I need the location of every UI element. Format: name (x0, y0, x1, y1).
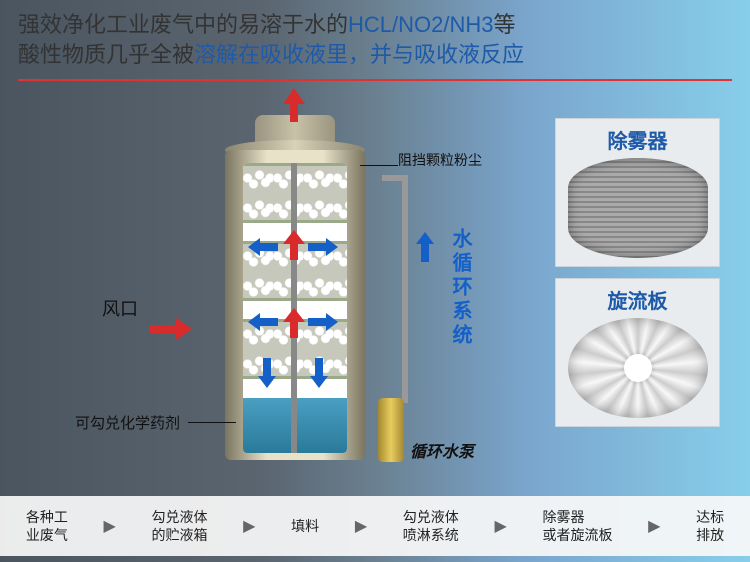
swirl-panel: 旋流板 (555, 278, 720, 427)
arrow-left-blue-icon (248, 313, 278, 331)
header-l1-post: 等 (494, 12, 516, 37)
header-l1-blue: HCL/NO2/NH3 (348, 12, 493, 37)
pump-label: 循环水泵 (410, 438, 474, 462)
flow-step: 勾兑液体 的贮液箱 (151, 508, 207, 544)
process-flow: 各种工 业废气 ▶ 勾兑液体 的贮液箱 ▶ 填料 ▶ 勾兑液体 喷淋系统 ▶ 除… (0, 496, 750, 556)
riser-pipe (402, 175, 408, 403)
arrow-right-blue-icon (308, 313, 338, 331)
red-divider (18, 79, 732, 81)
demister-panel: 除雾器 (555, 118, 720, 267)
arrow-up-red-icon (283, 88, 305, 122)
demister-image (568, 158, 708, 258)
demister-title: 除雾器 (556, 119, 719, 158)
arrow-up-red-icon (283, 230, 305, 260)
swirl-image (568, 318, 708, 418)
flow-arrow-icon: ▶ (648, 516, 660, 536)
flow-arrow-icon: ▶ (494, 516, 506, 536)
header-l2-blue: 溶解在吸收液里，并与吸收液反应 (194, 42, 524, 67)
swirl-title: 旋流板 (556, 279, 719, 318)
chemical-label: 可勾兑化学药剂 (75, 412, 180, 433)
circulation-pump (378, 398, 404, 462)
scrubber-tower (205, 115, 385, 475)
arrow-right-blue-icon (308, 238, 338, 256)
flow-step: 各种工 业废气 (26, 508, 68, 544)
header-l2-pre: 酸性物质几乎全被 (18, 42, 194, 67)
arrow-up-red-icon (283, 308, 305, 338)
flow-arrow-icon: ▶ (355, 516, 367, 536)
callout-line (360, 165, 398, 166)
flow-arrow-icon: ▶ (243, 516, 255, 536)
header-text: 强效净化工业废气中的易溶于水的HCL/NO2/NH3等 酸性物质几乎全被溶解在吸… (0, 0, 750, 75)
air-inlet-label: 风口 (102, 295, 138, 321)
arrow-down-blue-icon (310, 358, 328, 388)
arrow-up-blue-icon (416, 232, 434, 262)
header-l1-pre: 强效净化工业废气中的易溶于水的 (18, 12, 348, 37)
arrow-down-blue-icon (258, 358, 276, 388)
water-cycle-label: 水循环系统 (446, 228, 475, 348)
arrow-right-red-icon (150, 318, 192, 340)
riser-pipe (382, 175, 406, 181)
flow-step: 勾兑液体 喷淋系统 (403, 508, 459, 544)
flow-step: 填料 (291, 517, 319, 535)
block-particle-label: 阻挡颗粒粉尘 (398, 150, 482, 170)
arrow-left-blue-icon (248, 238, 278, 256)
flow-step: 除雾器 或者旋流板 (542, 508, 612, 544)
flow-arrow-icon: ▶ (104, 516, 116, 536)
flow-step: 达标 排放 (696, 508, 724, 544)
callout-line (188, 422, 236, 423)
